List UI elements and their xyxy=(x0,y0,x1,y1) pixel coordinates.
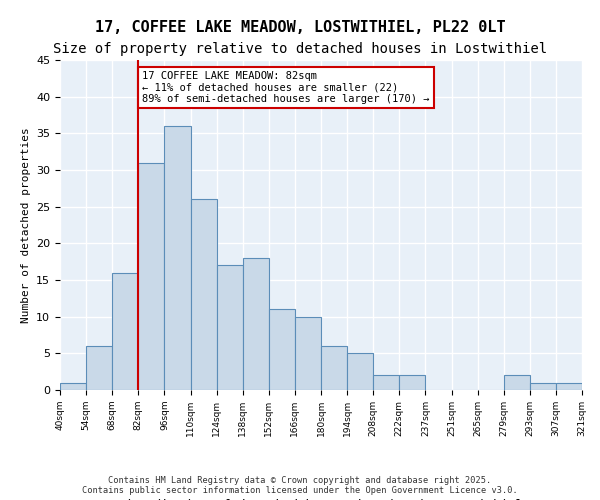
Bar xyxy=(217,266,243,390)
Bar xyxy=(243,258,269,390)
Bar xyxy=(347,354,373,390)
Bar xyxy=(556,382,582,390)
Bar xyxy=(295,316,321,390)
Bar xyxy=(530,382,556,390)
Bar xyxy=(164,126,191,390)
Text: Size of property relative to detached houses in Lostwithiel: Size of property relative to detached ho… xyxy=(53,42,547,56)
Y-axis label: Number of detached properties: Number of detached properties xyxy=(20,127,31,323)
Text: 17 COFFEE LAKE MEADOW: 82sqm
← 11% of detached houses are smaller (22)
89% of se: 17 COFFEE LAKE MEADOW: 82sqm ← 11% of de… xyxy=(142,71,430,104)
Bar xyxy=(60,382,86,390)
Text: 17, COFFEE LAKE MEADOW, LOSTWITHIEL, PL22 0LT: 17, COFFEE LAKE MEADOW, LOSTWITHIEL, PL2… xyxy=(95,20,505,35)
Bar xyxy=(112,272,139,390)
Bar xyxy=(373,376,400,390)
Bar xyxy=(86,346,112,390)
Bar xyxy=(269,310,295,390)
X-axis label: Distribution of detached houses by size in Lostwithiel: Distribution of detached houses by size … xyxy=(119,498,523,500)
Bar xyxy=(191,200,217,390)
Bar xyxy=(139,162,164,390)
Bar xyxy=(504,376,530,390)
Text: Contains HM Land Registry data © Crown copyright and database right 2025.
Contai: Contains HM Land Registry data © Crown c… xyxy=(82,476,518,495)
Bar xyxy=(400,376,425,390)
Bar xyxy=(321,346,347,390)
